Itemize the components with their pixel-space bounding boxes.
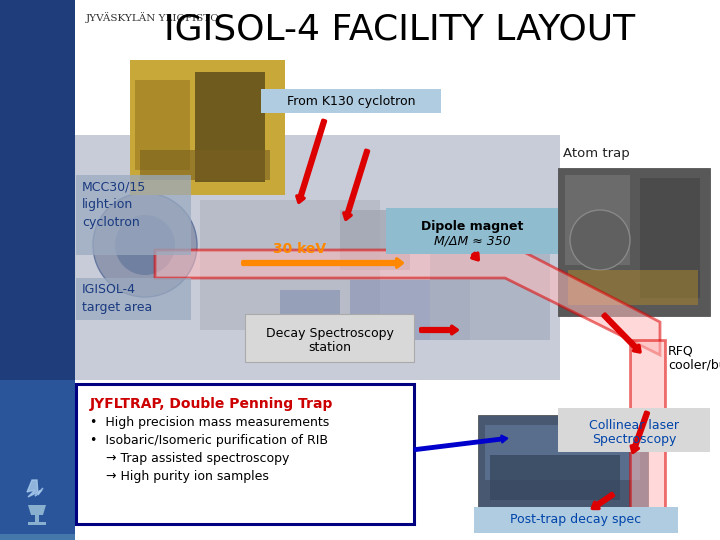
Text: JYVÄSKYLÄN YLIOPISTO: JYVÄSKYLÄN YLIOPISTO (86, 12, 220, 23)
FancyBboxPatch shape (558, 408, 710, 452)
Text: M/ΔM ≈ 350: M/ΔM ≈ 350 (433, 234, 510, 247)
Bar (76, 175, 191, 255)
Bar (640, 178, 700, 298)
Circle shape (115, 215, 175, 275)
Text: IGISOL-4
target area: IGISOL-4 target area (82, 283, 152, 314)
FancyBboxPatch shape (474, 507, 678, 533)
Bar (75, 135, 560, 380)
Bar (485, 425, 640, 480)
Bar (280, 290, 340, 340)
Text: Atom trap: Atom trap (563, 147, 630, 160)
Bar (140, 150, 270, 180)
Text: Decay Spectroscopy: Decay Spectroscopy (266, 327, 394, 340)
FancyBboxPatch shape (386, 208, 558, 254)
FancyBboxPatch shape (245, 314, 414, 362)
Bar (558, 168, 710, 316)
Bar (28, 522, 46, 525)
Text: 30 keV: 30 keV (274, 242, 327, 256)
Bar (195, 72, 265, 182)
Bar (490, 455, 620, 500)
Bar (130, 60, 285, 195)
Text: Dipole magnet: Dipole magnet (420, 220, 523, 233)
Text: •  High precision mass measurements: • High precision mass measurements (90, 416, 329, 429)
Polygon shape (630, 340, 665, 510)
Bar (135, 80, 190, 170)
Bar (430, 240, 550, 340)
Bar (0, 0, 75, 540)
Bar (478, 415, 648, 510)
Text: cooler/buncher: cooler/buncher (668, 359, 720, 372)
Text: MCC30/15
light-ion
cyclotron: MCC30/15 light-ion cyclotron (82, 180, 146, 229)
Bar (75, 0, 720, 540)
Text: Collinear laser: Collinear laser (589, 419, 679, 432)
Circle shape (93, 193, 197, 297)
Bar (0, 534, 75, 540)
Text: station: station (308, 341, 351, 354)
Text: → Trap assisted spectroscopy: → Trap assisted spectroscopy (90, 452, 289, 465)
Polygon shape (155, 250, 660, 355)
Polygon shape (28, 505, 46, 515)
Bar (565, 175, 630, 265)
Text: Post-trap decay spec: Post-trap decay spec (510, 514, 642, 526)
Text: From K130 cyclotron: From K130 cyclotron (287, 94, 415, 107)
FancyBboxPatch shape (76, 384, 414, 524)
Text: RFQ: RFQ (668, 345, 694, 358)
Bar (340, 210, 410, 270)
Bar (35, 515, 39, 523)
Bar (0, 380, 75, 540)
FancyBboxPatch shape (261, 89, 441, 113)
Text: •  Isobaric/Isomeric purification of RIB: • Isobaric/Isomeric purification of RIB (90, 434, 328, 447)
Polygon shape (27, 480, 43, 497)
Text: IGISOL-4 FACILITY LAYOUT: IGISOL-4 FACILITY LAYOUT (164, 13, 636, 47)
Text: → High purity ion samples: → High purity ion samples (90, 470, 269, 483)
Bar (76, 278, 191, 320)
Bar (350, 280, 470, 340)
Circle shape (570, 210, 630, 270)
Text: Spectroscopy: Spectroscopy (592, 433, 676, 446)
Text: JYFLTRAP, Double Penning Trap: JYFLTRAP, Double Penning Trap (90, 397, 333, 411)
Bar (568, 270, 698, 305)
Bar (200, 200, 380, 330)
